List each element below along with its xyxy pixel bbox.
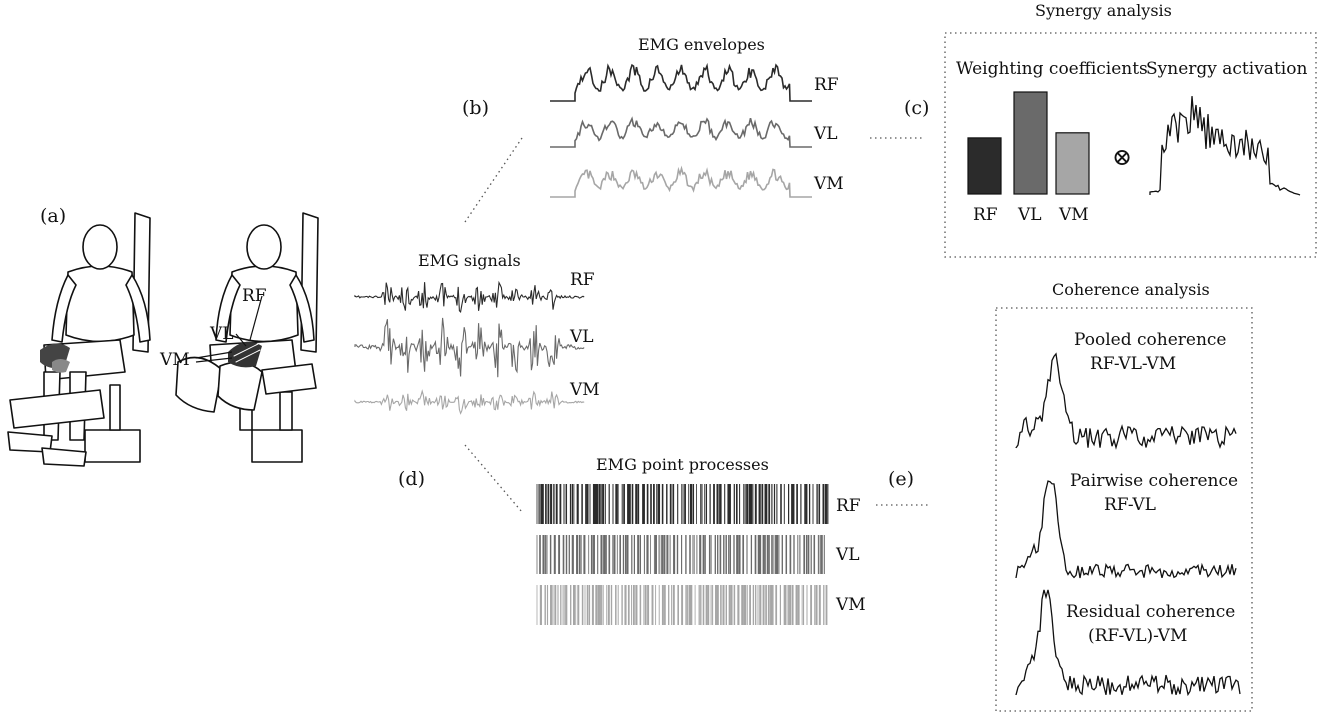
residual-coherence-curve [1015, 589, 1241, 697]
emg-envelopes-title: EMG envelopes [638, 35, 765, 54]
coherence-analysis-title: Coherence analysis [1052, 280, 1210, 299]
machine-base [251, 429, 303, 463]
panel-label-b: (b) [462, 97, 489, 119]
emg-signal-label-rf: RF [570, 270, 595, 290]
leg-extension-illustration-left [7, 212, 151, 467]
pooled-coherence-curve [1015, 352, 1237, 450]
emg-signal-vl [354, 317, 585, 378]
weight-label-vm: VM [1058, 205, 1089, 225]
weight-bar-vl [1013, 91, 1048, 195]
panel-label-a: (a) [40, 205, 66, 227]
torso [229, 265, 299, 343]
label-vl: VL [209, 324, 234, 344]
emg-envelope-vm [550, 165, 812, 198]
leg-pad [261, 363, 317, 395]
point-process-vm [536, 585, 828, 625]
pooled-coherence-muscles: RF-VL-VM [1090, 354, 1176, 374]
emg-point-processes-title: EMG point processes [596, 455, 769, 474]
weight-bar-rf [967, 137, 1002, 195]
emg-signal-rf [354, 280, 585, 314]
point-process-label-vm: VM [835, 595, 866, 615]
point-process-vl [536, 535, 825, 574]
emg-signal-vm [354, 389, 585, 415]
weight-label-rf: RF [973, 205, 998, 225]
torso [65, 265, 135, 343]
connector-signals-envelopes [464, 137, 523, 223]
synergy-weight-bars [967, 91, 1090, 195]
synergy-analysis-frame [944, 32, 1317, 258]
head [82, 224, 118, 270]
quadriceps-highlight [228, 341, 262, 368]
pooled-coherence-label: Pooled coherence [1074, 330, 1227, 350]
synergy-activation-curve [1149, 96, 1301, 196]
emg-envelope-label-vl: VL [813, 124, 838, 144]
point-process-rf [536, 484, 829, 524]
pairwise-coherence-curve [1015, 480, 1237, 579]
emg-signal-label-vl: VL [569, 327, 594, 347]
weight-label-vl: VL [1017, 205, 1042, 225]
tensor-product-operator: ⊗ [1112, 143, 1132, 171]
synergy-activation-title: Synergy activation [1146, 59, 1307, 79]
panel-label-c: (c) [904, 97, 929, 119]
point-process-label-vl: VL [835, 545, 860, 565]
raised-foot [175, 356, 223, 413]
panel-label-d: (d) [398, 468, 425, 490]
weighting-coefficients-title: Weighting coefficients [956, 59, 1148, 79]
dotted-connectors [464, 137, 930, 513]
coherence-analysis-frame [995, 307, 1253, 712]
pairwise-coherence-muscles: RF-VL [1104, 495, 1156, 515]
residual-coherence-muscles: (RF-VL)-VM [1088, 626, 1187, 646]
muscle-labels: RF VL VM [159, 286, 267, 370]
emg-signals-title: EMG signals [418, 251, 521, 270]
label-rf: RF [242, 286, 267, 306]
synergy-analysis-title: Synergy analysis [1035, 1, 1172, 20]
leg-extension-illustration-right [175, 212, 319, 463]
pairwise-coherence-label: Pairwise coherence [1070, 471, 1238, 491]
emg-envelope-rf [550, 62, 812, 102]
residual-coherence-label: Residual coherence [1066, 602, 1235, 622]
weight-bar-vm [1055, 132, 1090, 195]
emg-signal-label-vm: VM [569, 380, 600, 400]
emg-envelope-label-vm: VM [813, 174, 844, 194]
emg-envelope-label-rf: RF [814, 75, 839, 95]
head [246, 224, 282, 270]
point-process-label-rf: RF [836, 496, 861, 516]
leg-pad [9, 389, 105, 429]
emg-envelope-vl [550, 116, 812, 148]
label-vm: VM [159, 350, 190, 370]
connector-signals-point-processes [464, 444, 523, 513]
panel-label-e: (e) [888, 468, 914, 490]
machine-base [84, 429, 141, 463]
